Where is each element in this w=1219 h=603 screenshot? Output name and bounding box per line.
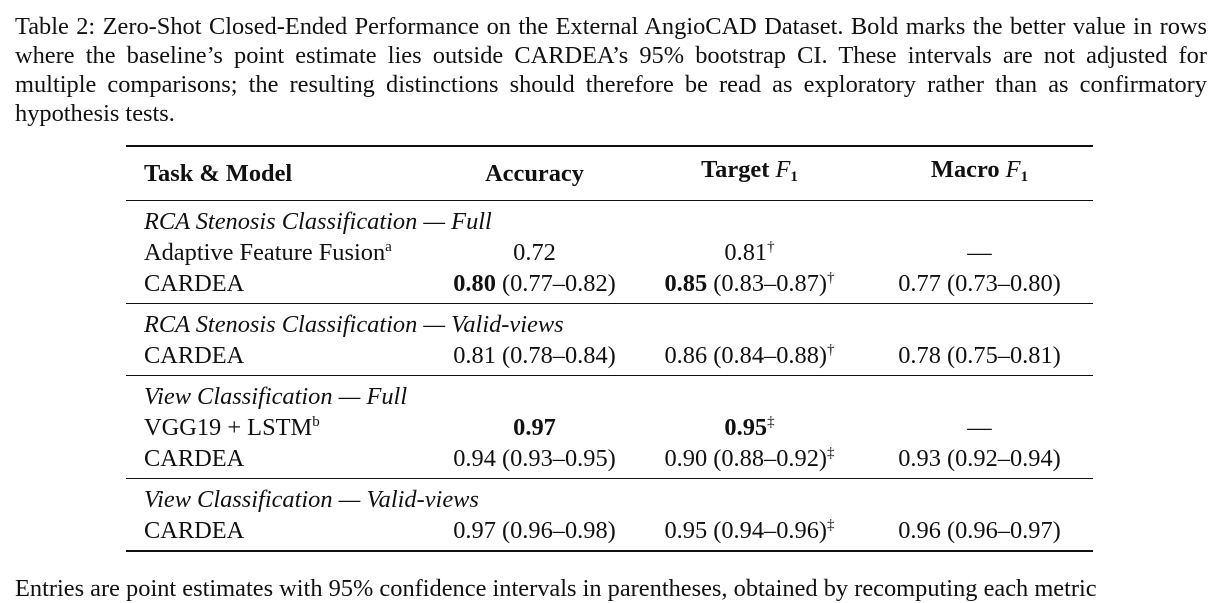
accuracy-bold-value: 0.80 (453, 270, 496, 297)
table-row: CARDEA 0.94 (0.93–0.95) 0.90 (0.88–0.92)‡ 0… (126, 443, 1093, 479)
target-f1-cell: 0.90 (0.88–0.92)‡ (633, 443, 866, 479)
target-f1-cell: 0.95‡ (633, 412, 866, 443)
header-accuracy: Accuracy (485, 160, 584, 187)
group-title-row: View Classification — Valid-views (126, 479, 1093, 516)
group-title: RCA Stenosis Classification — Full (144, 208, 492, 235)
table-header-row: Task & Model Accuracy Target F1 Macro F1 (126, 146, 1093, 201)
target-f1-bold-value: 0.95 (724, 414, 768, 441)
target-f1-footnote-mark: † (767, 239, 775, 255)
target-f1-value: 0.81 (724, 239, 768, 266)
model-footnote-mark: b (312, 414, 320, 430)
accuracy-cell: 0.97 (0.96–0.98) (436, 515, 633, 552)
group-title: RCA Stenosis Classification — Valid-view… (144, 311, 564, 338)
group-title-row: View Classification — Full (126, 376, 1093, 413)
target-f1-footnote-mark: ‡ (827, 517, 835, 533)
group-title: View Classification — Full (144, 383, 408, 410)
macro-f1-cell: 0.77 (0.73–0.80) (866, 268, 1093, 304)
group-title-row: RCA Stenosis Classification — Valid-view… (126, 304, 1093, 341)
table-caption: Table 2: Zero-Shot Closed-Ended Performa… (15, 13, 1207, 127)
group-title-row: RCA Stenosis Classification — Full (126, 201, 1093, 238)
accuracy-value: 0.81 (0.78–0.84) (453, 342, 616, 369)
accuracy-bold-value: 0.97 (513, 414, 556, 441)
macro-f1-cell: — (967, 239, 992, 266)
macro-f1-cell: — (967, 414, 992, 441)
model-name-cell: VGG19 + LSTMb (126, 412, 436, 443)
results-table: Task & Model Accuracy Target F1 Macro F1… (126, 145, 1093, 552)
target-f1-cell: 0.85 (0.83–0.87)† (633, 268, 866, 304)
target-f1-cell: 0.81† (633, 237, 866, 268)
group-title: View Classification — Valid-views (144, 486, 479, 513)
target-f1-value: 0.95 (0.94–0.96) (664, 517, 828, 544)
accuracy-cell: 0.81 (0.78–0.84) (436, 340, 633, 376)
accuracy-value: (0.77–0.82) (495, 270, 616, 297)
target-f1-footnote-mark: † (827, 342, 835, 358)
accuracy-value: 0.97 (0.96–0.98) (453, 517, 616, 544)
table-row: CARDEA 0.81 (0.78–0.84) 0.86 (0.84–0.88)† 0… (126, 340, 1093, 376)
macro-f1-cell: 0.78 (0.75–0.81) (866, 340, 1093, 376)
table-row: CARDEA 0.80 (0.77–0.82) 0.85 (0.83–0.87)† 0… (126, 268, 1093, 304)
model-name: CARDEA (144, 517, 245, 544)
model-name: Adaptive Feature Fusion (144, 239, 386, 266)
model-name-cell: CARDEA (126, 515, 436, 552)
table-row: Adaptive Feature Fusiona 0.72 0.81† — (126, 237, 1093, 268)
target-f1-cell: 0.95 (0.94–0.96)‡ (633, 515, 866, 552)
model-name: VGG19 + LSTM (144, 414, 313, 441)
target-f1-value: (0.83–0.87) (707, 270, 828, 297)
header-task-model: Task & Model (144, 160, 293, 187)
target-f1-footnote-mark: ‡ (767, 414, 775, 430)
target-f1-footnote-mark: ‡ (827, 445, 835, 461)
table-row: CARDEA 0.97 (0.96–0.98) 0.95 (0.94–0.96)‡ 0… (126, 515, 1093, 552)
model-name-cell: CARDEA (126, 340, 436, 376)
model-name-cell: CARDEA (126, 268, 436, 304)
accuracy-cell: 0.80 (0.77–0.82) (436, 268, 633, 304)
accuracy-cell: 0.94 (0.93–0.95) (436, 443, 633, 479)
model-name: CARDEA (144, 342, 245, 369)
target-f1-footnote-mark: † (827, 270, 835, 286)
target-f1-value: 0.86 (0.84–0.88) (664, 342, 828, 369)
target-f1-bold-value: 0.85 (664, 270, 708, 297)
model-name: CARDEA (144, 270, 245, 297)
header-macro-f1: Macro F1 (930, 156, 1029, 185)
accuracy-cell: 0.97 (436, 412, 633, 443)
model-name-cell: Adaptive Feature Fusiona (126, 237, 436, 268)
table-row: VGG19 + LSTMb 0.97 0.95‡ — (126, 412, 1093, 443)
target-f1-cell: 0.86 (0.84–0.88)† (633, 340, 866, 376)
results-table-container: Task & Model Accuracy Target F1 Macro F1… (126, 145, 1093, 552)
model-name-cell: CARDEA (126, 443, 436, 479)
target-f1-value: 0.90 (0.88–0.92) (664, 445, 828, 472)
header-target-f1: Target F1 (701, 156, 798, 185)
macro-f1-cell: 0.93 (0.92–0.94) (866, 443, 1093, 479)
accuracy-cell: 0.72 (436, 237, 633, 268)
accuracy-value: 0.72 (513, 239, 556, 266)
model-name: CARDEA (144, 445, 245, 472)
model-footnote-mark: a (385, 239, 392, 255)
accuracy-value: 0.94 (0.93–0.95) (453, 445, 616, 472)
macro-f1-cell: 0.96 (0.96–0.97) (866, 515, 1093, 552)
